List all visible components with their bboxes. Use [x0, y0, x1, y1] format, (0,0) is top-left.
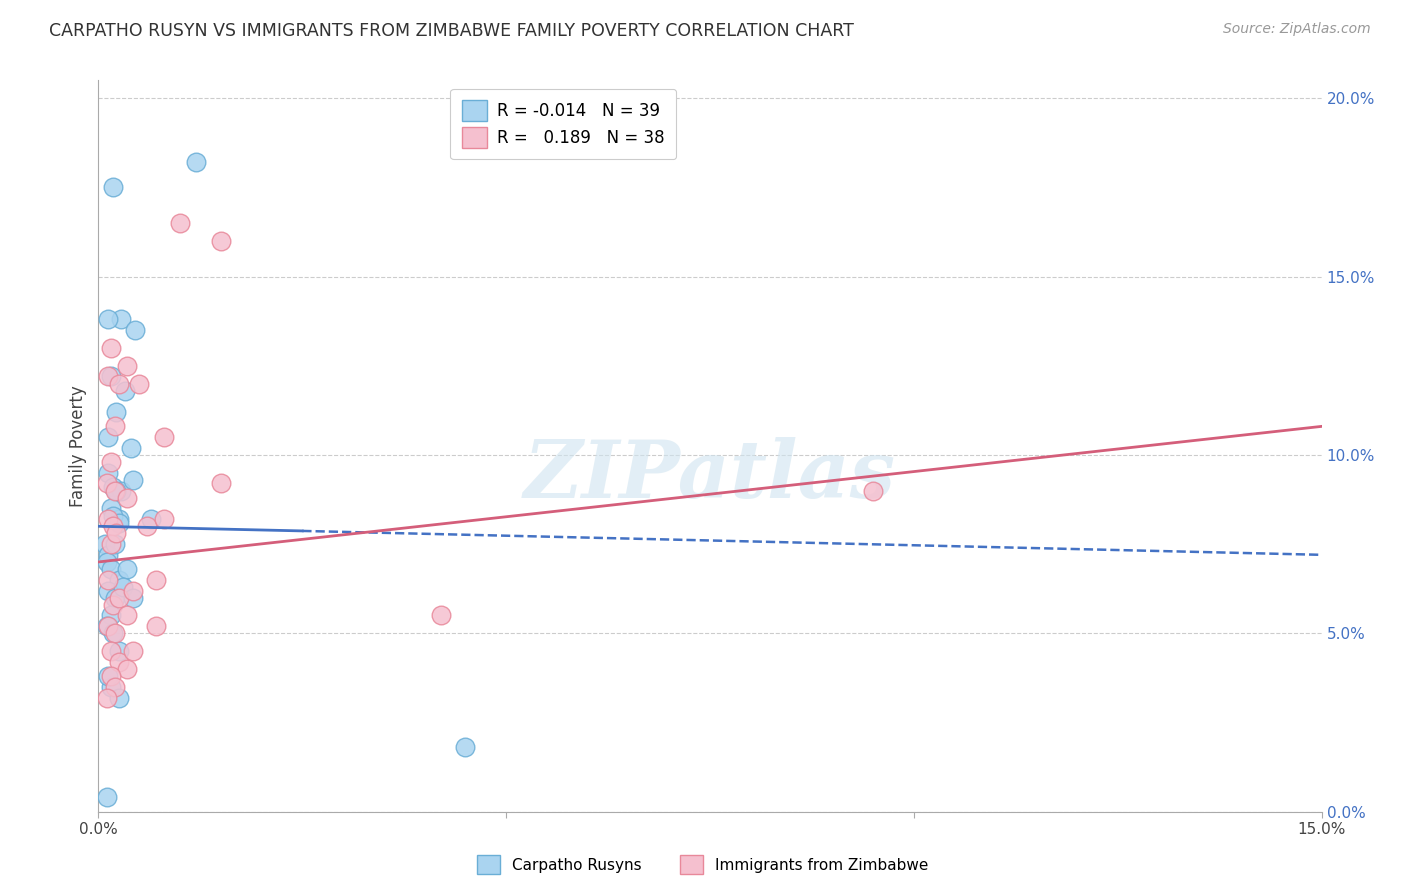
Point — [96, 690, 118, 705]
Point — [97, 312, 120, 326]
Point — [121, 583, 143, 598]
Legend: R = -0.014   N = 39, R =   0.189   N = 38: R = -0.014 N = 39, R = 0.189 N = 38 — [450, 88, 676, 160]
Point — [121, 473, 143, 487]
Point — [115, 359, 138, 373]
Point — [100, 341, 122, 355]
Point — [105, 526, 128, 541]
Point — [136, 519, 159, 533]
Point — [105, 483, 128, 498]
Point — [115, 491, 138, 505]
Text: Source: ZipAtlas.com: Source: ZipAtlas.com — [1223, 22, 1371, 37]
Point — [97, 548, 120, 562]
Point — [104, 591, 127, 605]
Point — [145, 619, 167, 633]
Point — [115, 562, 138, 576]
Point — [124, 323, 146, 337]
Point — [100, 562, 122, 576]
Point — [100, 501, 122, 516]
Point — [104, 537, 127, 551]
Point — [454, 740, 477, 755]
Point — [115, 662, 138, 676]
Point — [101, 508, 124, 523]
Point — [104, 680, 127, 694]
Point — [110, 483, 132, 498]
Point — [152, 430, 174, 444]
Point — [108, 516, 131, 530]
Point — [96, 790, 118, 805]
Point — [96, 555, 118, 569]
Point — [110, 312, 132, 326]
Point — [100, 608, 122, 623]
Point — [100, 537, 122, 551]
Text: CARPATHO RUSYN VS IMMIGRANTS FROM ZIMBABWE FAMILY POVERTY CORRELATION CHART: CARPATHO RUSYN VS IMMIGRANTS FROM ZIMBAB… — [49, 22, 853, 40]
Point — [100, 680, 122, 694]
Point — [108, 376, 131, 391]
Point — [104, 483, 127, 498]
Point — [209, 234, 232, 248]
Point — [108, 655, 131, 669]
Point — [114, 384, 136, 398]
Legend: Carpatho Rusyns, Immigrants from Zimbabwe: Carpatho Rusyns, Immigrants from Zimbabw… — [471, 849, 935, 880]
Point — [97, 430, 120, 444]
Point — [94, 537, 117, 551]
Point — [97, 573, 120, 587]
Point — [108, 690, 131, 705]
Point — [169, 216, 191, 230]
Point — [97, 369, 120, 384]
Point — [100, 369, 122, 384]
Point — [97, 466, 120, 480]
Point — [108, 591, 131, 605]
Point — [141, 512, 163, 526]
Point — [97, 583, 120, 598]
Point — [101, 480, 124, 494]
Point — [128, 376, 150, 391]
Point — [120, 441, 142, 455]
Point — [105, 405, 128, 419]
Point — [108, 512, 131, 526]
Point — [115, 608, 138, 623]
Point — [100, 669, 122, 683]
Point — [186, 155, 208, 169]
Point — [111, 580, 134, 594]
Point — [430, 608, 453, 623]
Point — [101, 598, 124, 612]
Point — [97, 669, 120, 683]
Point — [100, 455, 122, 469]
Point — [97, 619, 120, 633]
Point — [121, 644, 143, 658]
Y-axis label: Family Poverty: Family Poverty — [69, 385, 87, 507]
Point — [96, 619, 118, 633]
Point — [101, 626, 124, 640]
Point — [121, 591, 143, 605]
Point — [100, 644, 122, 658]
Point — [104, 626, 127, 640]
Point — [104, 419, 127, 434]
Point — [152, 512, 174, 526]
Point — [101, 180, 124, 194]
Point — [145, 573, 167, 587]
Point — [108, 644, 131, 658]
Point — [96, 476, 118, 491]
Text: ZIPatlas: ZIPatlas — [524, 436, 896, 514]
Point — [101, 519, 124, 533]
Point — [108, 573, 131, 587]
Point — [862, 483, 884, 498]
Point — [97, 512, 120, 526]
Point — [209, 476, 232, 491]
